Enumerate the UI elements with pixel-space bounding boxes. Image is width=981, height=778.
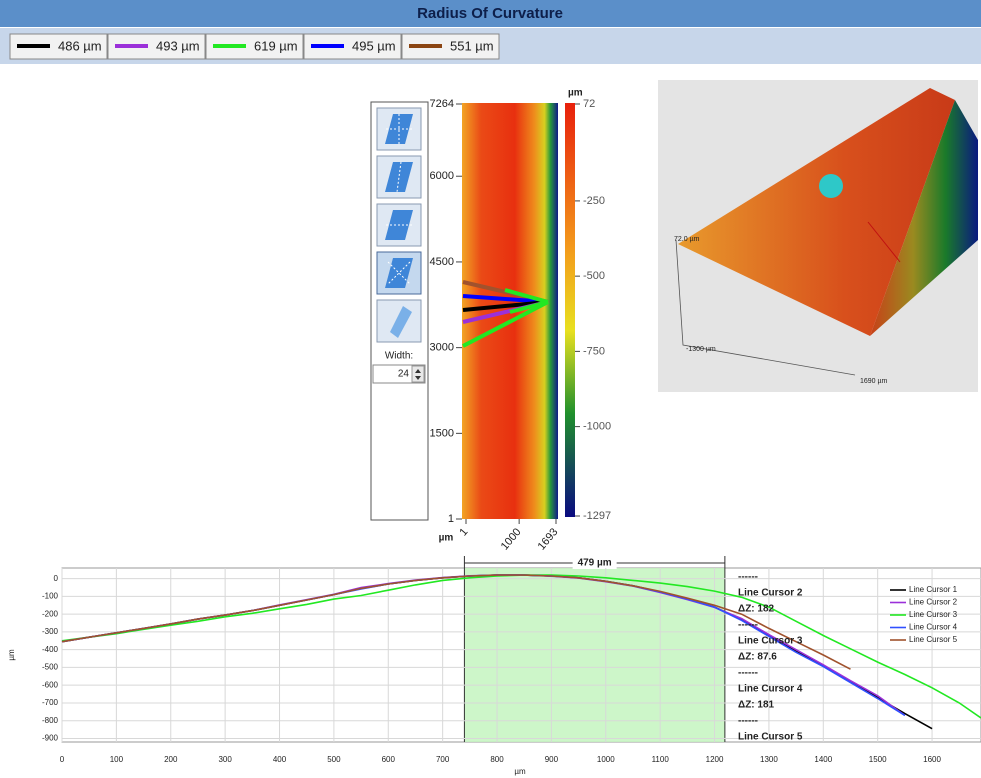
x-tick-label: 300 bbox=[218, 755, 232, 764]
legend-label: 551 µm bbox=[450, 38, 494, 53]
y-tick-label: 3000 bbox=[430, 342, 454, 354]
colorbar-tick-label: -750 bbox=[583, 345, 605, 357]
cursor-annotation: ΔZ: 87.6 bbox=[738, 652, 777, 663]
x-tick-label: 1400 bbox=[814, 755, 832, 764]
app-window: Radius Of Curvature 486 µm 493 µm 619 µm 49… bbox=[0, 0, 981, 778]
legend-label: Line Cursor 4 bbox=[909, 623, 958, 632]
tool-button[interactable] bbox=[377, 204, 421, 246]
legend-label: 493 µm bbox=[156, 38, 200, 53]
colorbar bbox=[565, 103, 575, 517]
marker bbox=[819, 174, 843, 198]
y-tick-label: -900 bbox=[42, 734, 59, 743]
x-tick-label: 1 bbox=[457, 526, 470, 538]
cursor-annotation: Line Cursor 2 bbox=[738, 588, 803, 599]
y-tick-label: -500 bbox=[42, 663, 59, 672]
x-tick-label: 200 bbox=[164, 755, 178, 764]
y-tick-label: -300 bbox=[42, 627, 59, 636]
surface-3d-view: 72.0 µm -1300 µm 1690 µm bbox=[658, 80, 978, 392]
legend-label: Line Cursor 3 bbox=[909, 610, 958, 619]
span-label: 479 µm bbox=[578, 558, 612, 569]
colorbar-tick-label: 72 bbox=[583, 98, 595, 110]
y-tick-label: -100 bbox=[42, 592, 59, 601]
tool-button[interactable] bbox=[377, 108, 421, 150]
profile-chart: 479 µm 0 -100 -200 -300 -400 -500 -600 -700 -800 -… bbox=[7, 556, 981, 776]
x-tick-label: 900 bbox=[545, 755, 559, 764]
top-legend: 486 µm 493 µm 619 µm 495 µm 551 µm bbox=[10, 34, 499, 59]
legend-label: Line Cursor 2 bbox=[909, 598, 958, 607]
colorbar-label: µm bbox=[568, 88, 583, 99]
legend-label: 486 µm bbox=[58, 38, 102, 53]
legend-label: Line Cursor 5 bbox=[909, 635, 958, 644]
cursor-annotation: ------ bbox=[738, 668, 758, 679]
legend-label: 619 µm bbox=[254, 38, 298, 53]
x-tick-label: 1300 bbox=[760, 755, 778, 764]
cursor-annotation: ------ bbox=[738, 572, 758, 583]
y-tick-label: 1500 bbox=[430, 427, 454, 439]
cursor-annotation: ΔZ: 182 bbox=[738, 604, 775, 615]
width-label: Width: bbox=[385, 351, 413, 362]
cursor-annotation: ------ bbox=[738, 716, 758, 727]
y-tick-label: -700 bbox=[42, 698, 59, 707]
x-axis-label: µm bbox=[439, 533, 454, 544]
x-tick-label: 400 bbox=[273, 755, 287, 764]
x-axis-label: 1690 µm bbox=[860, 378, 888, 385]
colorbar-tick-label: -250 bbox=[583, 195, 605, 207]
x-tick-label: 100 bbox=[110, 755, 124, 764]
cursor-annotation: Line Cursor 3 bbox=[738, 636, 803, 647]
x-tick-label: 600 bbox=[382, 755, 396, 764]
x-tick-label: 700 bbox=[436, 755, 450, 764]
y-tick-label: -200 bbox=[42, 609, 59, 618]
legend-label: Line Cursor 1 bbox=[909, 585, 958, 594]
toolbar: Width: 24 bbox=[371, 102, 428, 520]
x-tick-label: 500 bbox=[327, 755, 341, 764]
span-region bbox=[464, 568, 724, 742]
colorbar-tick-label: -500 bbox=[583, 270, 605, 282]
heatmap: 1 1500 3000 4500 6000 7264 1 1000 1693 72 -250 -500… bbox=[430, 88, 612, 553]
x-tick-label: 800 bbox=[490, 755, 504, 764]
colorbar-tick-label: -1297 bbox=[583, 510, 611, 522]
width-value: 24 bbox=[398, 369, 410, 380]
y-tick-label: -400 bbox=[42, 645, 59, 654]
y-tick-label: 6000 bbox=[430, 170, 454, 182]
y-tick-label: 4500 bbox=[430, 256, 454, 268]
width-spinner[interactable]: 24 bbox=[373, 365, 425, 383]
y-tick-label: -600 bbox=[42, 680, 59, 689]
y-tick-label: 7264 bbox=[430, 98, 454, 110]
z-axis-label: 72.0 µm bbox=[674, 236, 700, 243]
y-tick-label: 1 bbox=[448, 513, 454, 525]
x-tick-label: 1200 bbox=[706, 755, 724, 764]
x-tick-label: 1000 bbox=[499, 526, 524, 552]
y-axis-label: µm bbox=[7, 649, 16, 661]
x-tick-label: 1693 bbox=[536, 526, 561, 552]
legend-label: 495 µm bbox=[352, 38, 396, 53]
tool-button[interactable] bbox=[377, 156, 421, 198]
x-axis-label: µm bbox=[514, 767, 526, 776]
tool-button[interactable] bbox=[377, 300, 421, 342]
cursor-annotation: ------ bbox=[738, 620, 758, 631]
x-tick-label: 1000 bbox=[597, 755, 615, 764]
x-tick-label: 0 bbox=[60, 755, 65, 764]
y-tick-label: -800 bbox=[42, 716, 59, 725]
header-title: Radius Of Curvature bbox=[417, 5, 563, 22]
cursor-annotation: ΔZ: 181 bbox=[738, 700, 775, 711]
x-tick-label: 1100 bbox=[652, 755, 670, 764]
cursor-annotation: Line Cursor 5 bbox=[738, 732, 803, 743]
x-tick-label: 1600 bbox=[923, 755, 941, 764]
colorbar-tick-label: -1000 bbox=[583, 421, 611, 433]
x-tick-label: 1500 bbox=[869, 755, 887, 764]
tool-button[interactable] bbox=[377, 252, 421, 294]
y-tick-label: 0 bbox=[54, 574, 59, 583]
cursor-annotation: Line Cursor 4 bbox=[738, 684, 803, 695]
y-axis-label: -1300 µm bbox=[686, 346, 716, 353]
